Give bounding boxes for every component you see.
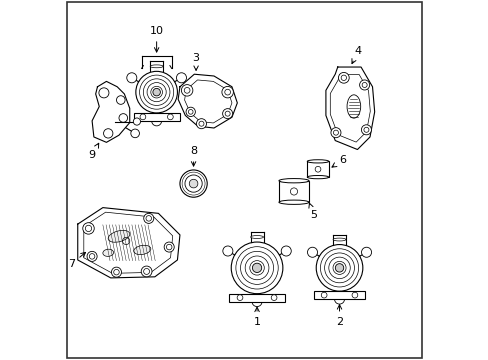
Circle shape — [176, 73, 186, 83]
Circle shape — [222, 86, 233, 98]
Text: 5: 5 — [308, 203, 317, 220]
Polygon shape — [313, 291, 365, 299]
Text: 10: 10 — [149, 26, 163, 52]
Polygon shape — [278, 181, 308, 202]
Circle shape — [251, 297, 262, 307]
Polygon shape — [306, 161, 328, 177]
Circle shape — [361, 125, 371, 135]
Circle shape — [252, 263, 261, 273]
Circle shape — [196, 119, 206, 129]
Circle shape — [151, 116, 162, 126]
Circle shape — [143, 213, 153, 224]
Circle shape — [164, 242, 174, 252]
Circle shape — [351, 292, 357, 298]
Circle shape — [82, 223, 94, 234]
Text: 6: 6 — [331, 155, 345, 167]
Circle shape — [136, 71, 177, 113]
Text: 1: 1 — [253, 307, 260, 327]
Circle shape — [184, 175, 202, 192]
Ellipse shape — [102, 249, 113, 256]
Circle shape — [185, 107, 195, 117]
Text: 3: 3 — [192, 53, 199, 70]
Circle shape — [231, 242, 282, 294]
Ellipse shape — [108, 230, 129, 242]
Circle shape — [335, 264, 343, 272]
Circle shape — [307, 247, 317, 257]
Circle shape — [87, 251, 97, 261]
Text: 8: 8 — [190, 146, 197, 166]
Circle shape — [237, 295, 243, 301]
Circle shape — [281, 246, 291, 256]
Ellipse shape — [346, 95, 360, 118]
Circle shape — [334, 294, 344, 304]
Circle shape — [167, 114, 173, 120]
Ellipse shape — [150, 65, 163, 68]
Ellipse shape — [134, 245, 150, 255]
Circle shape — [359, 80, 369, 90]
Circle shape — [361, 247, 371, 257]
Circle shape — [133, 118, 140, 125]
Polygon shape — [134, 113, 179, 121]
Circle shape — [222, 109, 232, 119]
Circle shape — [316, 244, 362, 291]
Circle shape — [181, 85, 192, 96]
Text: 9: 9 — [88, 143, 99, 160]
Circle shape — [153, 89, 160, 96]
Circle shape — [189, 179, 198, 188]
Circle shape — [321, 292, 326, 298]
Polygon shape — [228, 294, 285, 302]
Circle shape — [131, 129, 139, 138]
Circle shape — [223, 246, 232, 256]
Circle shape — [330, 128, 340, 138]
Ellipse shape — [278, 179, 308, 183]
Ellipse shape — [306, 176, 328, 179]
Text: 4: 4 — [351, 46, 361, 64]
Text: 2: 2 — [335, 305, 343, 327]
Circle shape — [126, 73, 137, 83]
Circle shape — [140, 114, 145, 120]
Circle shape — [141, 266, 152, 277]
Ellipse shape — [250, 235, 263, 238]
Ellipse shape — [278, 200, 308, 204]
Ellipse shape — [332, 238, 346, 241]
Circle shape — [338, 72, 348, 83]
Ellipse shape — [306, 160, 328, 163]
Text: 7: 7 — [68, 252, 85, 269]
Circle shape — [180, 170, 207, 197]
Circle shape — [111, 267, 121, 277]
Circle shape — [271, 295, 276, 301]
